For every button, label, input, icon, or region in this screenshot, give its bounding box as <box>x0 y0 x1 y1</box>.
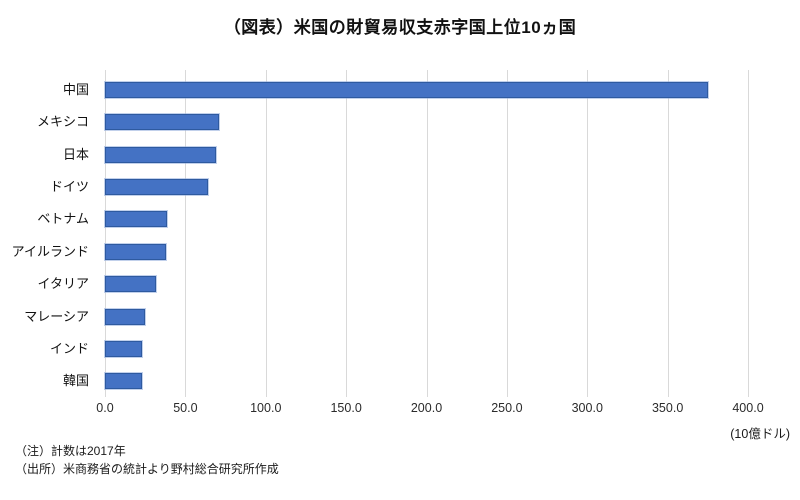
category-label: インド <box>49 340 89 356</box>
bar <box>105 340 142 357</box>
bar <box>105 243 167 260</box>
bar <box>105 211 167 228</box>
x-tick-label: 400.0 <box>732 401 764 415</box>
category-label: メキシコ <box>36 114 89 130</box>
bar <box>105 81 709 98</box>
source-note: （出所）米商務省の統計より野村総合研究所作成 <box>15 462 279 476</box>
x-tick-label: 250.0 <box>491 401 523 415</box>
chart-title: （図表）米国の財貿易収支赤字国上位10ヵ国 <box>223 18 577 37</box>
bar <box>105 308 145 325</box>
category-label: ベトナム <box>37 211 89 227</box>
bar <box>105 114 220 131</box>
category-label: 日本 <box>62 146 89 162</box>
category-label: マレーシア <box>24 308 89 324</box>
gridline <box>587 70 589 397</box>
value-axis: 0.0 50.0 100.0 150.0 200.0 250.0 300.0 350.0 400… <box>0 401 800 417</box>
gridline <box>748 70 749 397</box>
gridline <box>265 70 267 397</box>
plot-area <box>105 70 749 397</box>
x-tick-label: 50.0 <box>173 401 198 415</box>
bar <box>105 178 209 195</box>
x-tick-label: 100.0 <box>250 401 282 415</box>
gridline <box>426 70 428 397</box>
footnote: （注）計数は2017年 <box>15 444 126 458</box>
category-label: イタリア <box>37 276 89 292</box>
x-tick-label: 200.0 <box>410 401 443 415</box>
bar <box>105 146 216 163</box>
bar <box>105 373 142 390</box>
gridline <box>105 70 106 397</box>
axis-unit-label: (10億ドル) <box>730 427 790 441</box>
category-label: 中国 <box>62 81 89 97</box>
category-label: アイルランド <box>11 243 89 259</box>
gridline <box>667 70 669 397</box>
gridline <box>185 70 187 397</box>
x-tick-label: 300.0 <box>571 401 603 415</box>
bar <box>105 276 156 293</box>
gridline <box>506 70 508 397</box>
x-tick-label: 350.0 <box>651 401 684 415</box>
category-label: ドイツ <box>49 178 89 194</box>
category-axis: 中国メキシコ日本ドイツベトナムアイルランドイタリアマレーシアインド韓国 <box>0 70 97 397</box>
gridline <box>346 70 348 397</box>
x-tick-label: 150.0 <box>330 401 362 415</box>
category-label: 韓国 <box>62 373 89 389</box>
x-tick-label: 0.0 <box>96 401 114 415</box>
